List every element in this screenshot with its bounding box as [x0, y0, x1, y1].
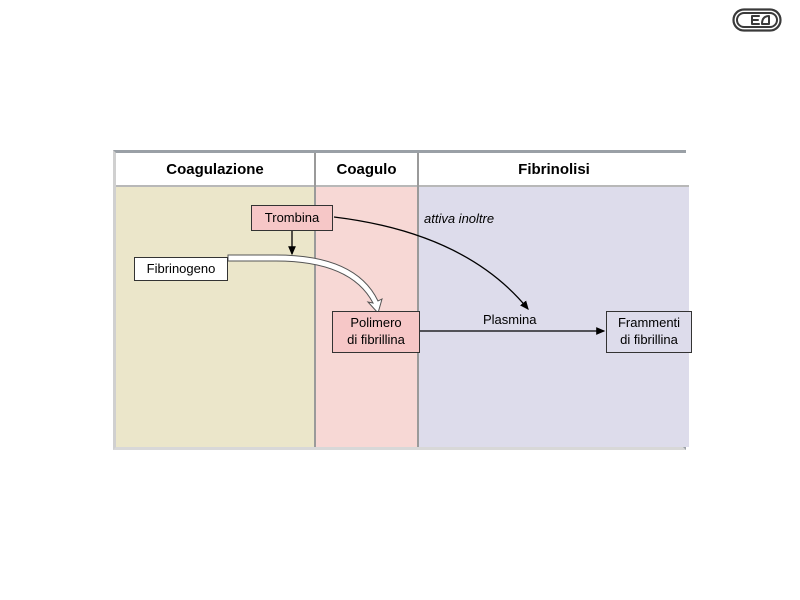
edge-label-attiva-inoltre: attiva inoltre [424, 211, 494, 226]
node-polimero: Polimero di fibrillina [332, 311, 420, 353]
edge-label-plasmina: Plasmina [483, 312, 536, 327]
panel-coagulo: Coagulo [316, 153, 419, 447]
node-fibrinogeno: Fibrinogeno [134, 257, 228, 281]
diagram-container: FibrinolisiCoaguloCoagulazione Trombina F… [113, 150, 686, 450]
node-trombina: Trombina [251, 205, 333, 231]
panel-header-coagulazione: Coagulazione [116, 153, 314, 187]
panel-coagulazione: Coagulazione [116, 153, 316, 447]
panel-header-fibrinolisi: Fibrinolisi [419, 153, 689, 187]
logo-icon [732, 8, 782, 37]
panel-fibrinolisi: Fibrinolisi [419, 153, 689, 447]
node-frammenti: Frammenti di fibrillina [606, 311, 692, 353]
panel-header-coagulo: Coagulo [316, 153, 417, 187]
